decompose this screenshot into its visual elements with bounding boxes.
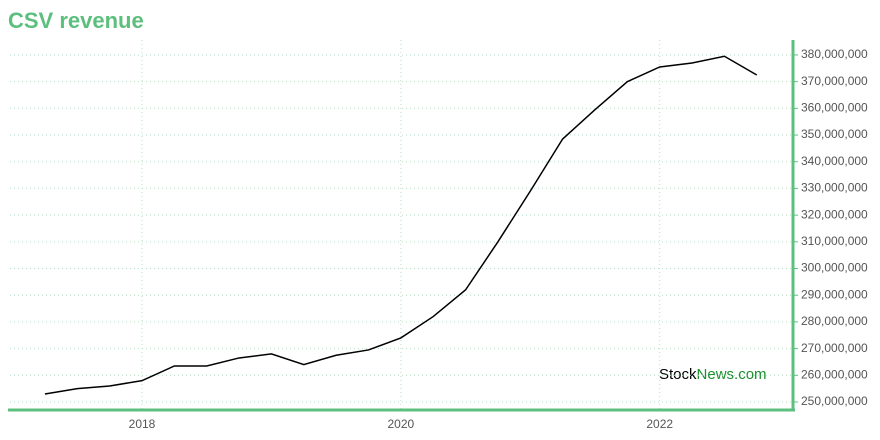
- chart-title: CSV revenue: [8, 8, 144, 33]
- y-tick-label: 330,000,000: [801, 181, 868, 195]
- y-tick-label: 280,000,000: [801, 314, 868, 328]
- y-tick-label: 350,000,000: [801, 127, 868, 141]
- y-tick-label: 260,000,000: [801, 367, 868, 381]
- x-tick-label: 2022: [646, 417, 673, 431]
- y-tick-label: 340,000,000: [801, 154, 868, 168]
- line-series: [44, 55, 758, 395]
- y-tick-label: 310,000,000: [801, 234, 868, 248]
- watermark-part: Stock: [659, 366, 697, 383]
- y-tick-label: 370,000,000: [801, 74, 868, 88]
- y-tick-label: 380,000,000: [801, 47, 868, 61]
- y-tick-label: 250,000,000: [801, 394, 868, 408]
- watermark-part: News.com: [697, 366, 767, 383]
- y-tick-label: 270,000,000: [801, 341, 868, 355]
- x-tick-label: 2018: [129, 417, 156, 431]
- x-tick-label: 2020: [388, 417, 415, 431]
- y-tick-label: 360,000,000: [801, 101, 868, 115]
- y-tick-label: 290,000,000: [801, 287, 868, 301]
- y-tick-label: 320,000,000: [801, 207, 868, 221]
- y-tick-label: 300,000,000: [801, 261, 868, 275]
- watermark: StockNews.com: [659, 366, 767, 383]
